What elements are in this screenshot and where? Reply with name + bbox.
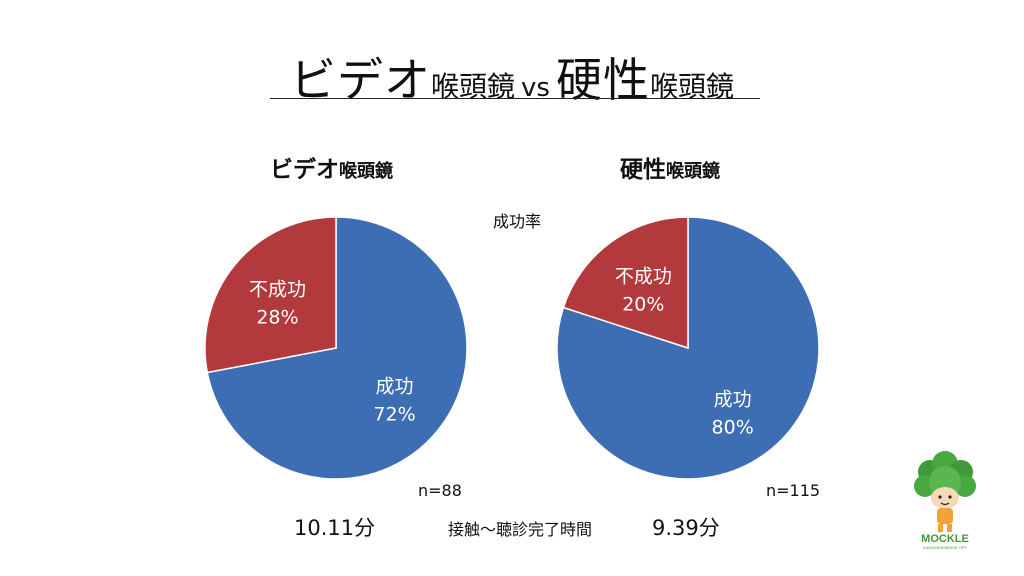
slice-value-label: 20% bbox=[622, 294, 664, 316]
logo-subtext: KAGUYAHIMEAGE OFF bbox=[923, 545, 967, 550]
mascot-body bbox=[937, 508, 953, 524]
slice-value-label: 80% bbox=[712, 416, 754, 438]
time-value-rigid: 9.39分 bbox=[652, 516, 720, 540]
chart-title-video-laryngoscope: ビデオ喉頭鏡 bbox=[270, 150, 410, 184]
chart-title-sub: 喉頭鏡 bbox=[339, 161, 393, 182]
sample-size-video: n=88 bbox=[418, 481, 462, 500]
tree-crown-icon bbox=[914, 451, 976, 498]
time-caption: 接触〜聴診完了時間 bbox=[447, 520, 592, 539]
slice-value-label: 72% bbox=[373, 403, 415, 425]
chart-title-main: 硬性 bbox=[620, 157, 666, 183]
pie-slice-failure bbox=[562, 216, 689, 350]
sample-size-rigid: n=115 bbox=[766, 481, 821, 500]
time-value-video: 10.11分 bbox=[294, 516, 376, 540]
slide-title: ビデオ喉頭鏡 vs 硬性喉頭鏡 bbox=[0, 44, 1024, 110]
mockle-mascot-logo: MOCKLE KAGUYAHIMEAGE OFF bbox=[914, 451, 976, 550]
slice-label: 不成功 bbox=[249, 279, 306, 301]
slice-label: 不成功 bbox=[615, 266, 672, 288]
pie-chart-rigid: 成功 80% 不成功 20% bbox=[556, 216, 820, 480]
chart-title-main: ビデオ bbox=[270, 157, 339, 183]
chart-title-sub: 喉頭鏡 bbox=[666, 161, 720, 182]
mascot-face bbox=[931, 487, 959, 509]
chart-title-rigid-laryngoscope: 硬性喉頭鏡 bbox=[620, 150, 760, 184]
slice-label: 成功 bbox=[714, 388, 752, 410]
success-rate-caption: 成功率 bbox=[492, 212, 541, 231]
logo-text: MOCKLE bbox=[921, 533, 969, 545]
slice-label: 成功 bbox=[376, 375, 414, 397]
pie-chart-video: 成功 72% 不成功 28% bbox=[204, 216, 468, 480]
title-part-laryngoscope-2: 喉頭鏡 bbox=[649, 70, 734, 103]
title-part-laryngoscope-1: 喉頭鏡 bbox=[431, 70, 516, 103]
title-underline bbox=[270, 98, 760, 99]
slice-value-label: 28% bbox=[256, 307, 298, 329]
pie-slice-failure bbox=[204, 216, 337, 374]
pie-slice-success bbox=[206, 216, 468, 480]
